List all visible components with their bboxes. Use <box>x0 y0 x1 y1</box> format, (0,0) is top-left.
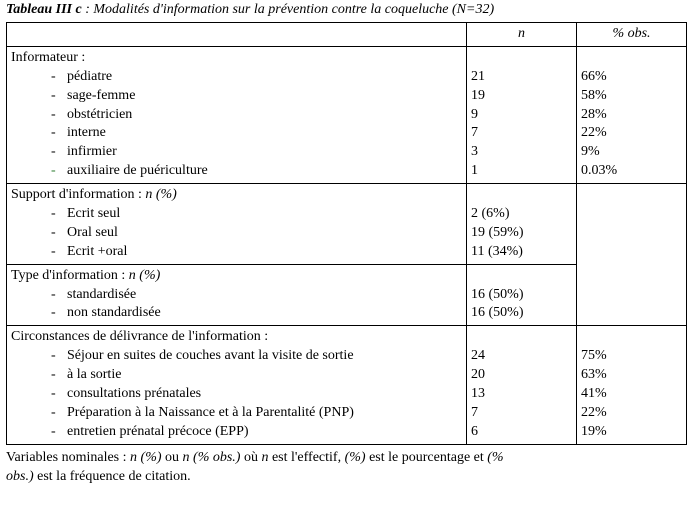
section-type: Type d'information : n (%) standardisée … <box>7 264 467 326</box>
list-item: auxiliaire de puériculture <box>11 162 462 181</box>
list-item: obstétricien <box>11 106 462 125</box>
n-col: 21 19 9 7 3 1 <box>467 46 577 183</box>
n-col: 2 (6%) 19 (59%) 11 (34%) <box>467 184 577 265</box>
list-item: entretien prénatal précoce (EPP) <box>11 423 462 442</box>
list-item: consultations prénatales <box>11 385 462 404</box>
list-item: sage-femme <box>11 87 462 106</box>
caption-label: Tableau III c <box>6 2 82 17</box>
list-item: infirmier <box>11 143 462 162</box>
table-footnote: Variables nominales : n (%) ou n (% obs.… <box>6 449 690 487</box>
table-header-row: n % obs. <box>7 23 687 47</box>
n-col: 24 20 13 7 6 <box>467 326 577 444</box>
section-support: Support d'information : n (%) Ecrit seul… <box>7 184 467 265</box>
list-item: non standardisée <box>11 304 462 323</box>
items-list: Séjour en suites de couches avant la vis… <box>11 347 462 441</box>
data-table: n % obs. Informateur : pédiatre sage-fem… <box>6 22 687 445</box>
section-title: Circonstances de délivrance de l'informa… <box>11 328 462 347</box>
list-item: Oral seul <box>11 224 462 243</box>
section-title: Informateur : <box>11 49 462 68</box>
list-item: à la sortie <box>11 366 462 385</box>
list-item: Ecrit seul <box>11 205 462 224</box>
items-list: standardisée non standardisée <box>11 286 462 324</box>
pct-col: 66% 58% 28% 22% 9% 0.03% <box>577 46 687 183</box>
section-informateur: Informateur : pédiatre sage-femme obstét… <box>7 46 467 183</box>
pct-col-merged <box>577 184 687 326</box>
pct-col: 75% 63% 41% 22% 19% <box>577 326 687 444</box>
header-n: n <box>467 23 577 47</box>
table-caption: Tableau III c : Modalités d'information … <box>6 2 690 18</box>
table-row: Circonstances de délivrance de l'informa… <box>7 326 687 444</box>
table-row: Informateur : pédiatre sage-femme obstét… <box>7 46 687 183</box>
n-col: 16 (50%) 16 (50%) <box>467 264 577 326</box>
list-item: Séjour en suites de couches avant la vis… <box>11 347 462 366</box>
section-title: Support d'information : n (%) <box>11 186 462 205</box>
list-item: standardisée <box>11 286 462 305</box>
caption-text: : Modalités d'information sur la prévent… <box>82 2 494 17</box>
table-row: Support d'information : n (%) Ecrit seul… <box>7 184 687 265</box>
items-list: Ecrit seul Oral seul Ecrit +oral <box>11 205 462 262</box>
list-item: Ecrit +oral <box>11 243 462 262</box>
list-item: interne <box>11 124 462 143</box>
header-blank <box>7 23 467 47</box>
list-item: Préparation à la Naissance et à la Paren… <box>11 404 462 423</box>
items-list: pédiatre sage-femme obstétricien interne… <box>11 68 462 181</box>
section-title: Type d'information : n (%) <box>11 267 462 286</box>
section-circonstances: Circonstances de délivrance de l'informa… <box>7 326 467 444</box>
list-item: pédiatre <box>11 68 462 87</box>
header-pct: % obs. <box>577 23 687 47</box>
